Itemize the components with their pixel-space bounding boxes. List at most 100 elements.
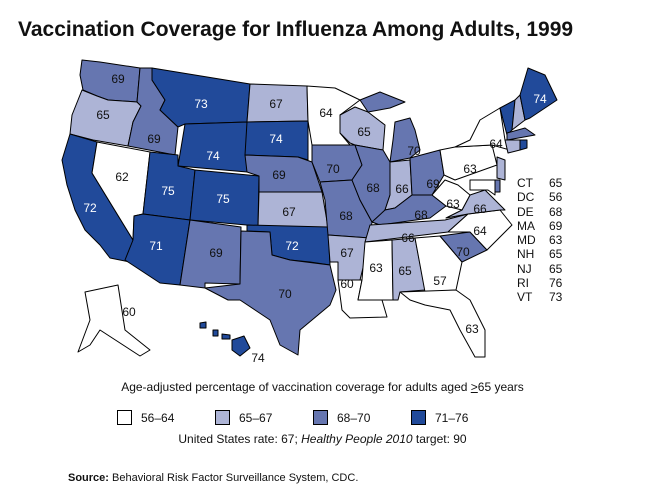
state-de: [494, 179, 501, 193]
small-state-abbr: VT: [517, 290, 533, 305]
legend-title-text: Age-adjusted percentage of vaccination c…: [121, 380, 471, 394]
small-states-table: CT 65 DC 56 DE 68 MA 69 MD 63 NH 65 NJ 65 RI 76 VT 73: [517, 176, 562, 305]
map-title: Vaccination Coverage for Influenza Among…: [18, 18, 574, 41]
state-hi: [231, 335, 251, 357]
small-state-value: 76: [549, 276, 563, 291]
state-label-pa: 63: [463, 162, 477, 176]
small-state-abbr: MD: [517, 233, 536, 248]
small-state-row: VT 73: [517, 290, 562, 304]
state-label-va: 66: [473, 202, 487, 216]
small-state-abbr: DE: [517, 204, 534, 219]
state-label-ks: 67: [282, 205, 296, 219]
state-label-ca: 72: [83, 201, 97, 215]
legend-item: 71–76: [411, 410, 509, 425]
state-label-me: 74: [533, 92, 547, 106]
legend-label: 56–64: [141, 410, 175, 425]
legend-title-ge: >: [470, 380, 478, 394]
state-ga: [414, 235, 463, 293]
state-label-co: 75: [216, 192, 230, 206]
state-nm: [179, 219, 242, 289]
small-state-value: 65: [549, 261, 563, 276]
state-label-nm: 69: [209, 246, 223, 260]
state-label-az: 71: [149, 239, 163, 253]
state-label-ne: 69: [272, 168, 286, 182]
state-label-id: 69: [147, 132, 161, 146]
small-state-row: MD 63: [517, 233, 562, 247]
state-label-sc: 70: [456, 245, 470, 259]
small-state-row: NJ 65: [517, 262, 562, 276]
state-mi: [359, 91, 406, 113]
state-label-nv: 62: [115, 170, 129, 184]
small-state-row: DE 68: [517, 205, 562, 219]
state-label-tn: 66: [401, 231, 415, 245]
state-ct: [504, 139, 521, 154]
state-label-la: 60: [340, 277, 354, 291]
legend-item: 68–70: [313, 410, 411, 425]
state-label-ak: 60: [122, 305, 136, 319]
small-state-abbr: DC: [517, 190, 535, 205]
state-label-in: 66: [395, 182, 409, 196]
state-label-ny: 64: [489, 137, 503, 151]
state-label-sd: 74: [269, 132, 283, 146]
rate-suffix: target: 90: [412, 432, 467, 446]
state-hi: [212, 329, 219, 337]
legend-swatch: [411, 410, 426, 425]
rate-italic: Healthy People 2010: [301, 432, 413, 446]
small-state-row: MA 69: [517, 219, 562, 233]
source-text: Behavioral Risk Factor Surveillance Syst…: [108, 472, 359, 484]
small-state-row: NH 65: [517, 247, 562, 261]
small-state-value: 56: [549, 190, 563, 205]
state-label-mt: 73: [194, 97, 208, 111]
source-label: Source:: [68, 472, 109, 484]
small-state-value: 65: [549, 247, 563, 262]
legend-label: 68–70: [337, 410, 371, 425]
state-label-wv: 63: [446, 197, 460, 211]
state-label-ga: 57: [433, 274, 447, 288]
state-label-nc: 64: [473, 224, 487, 238]
legend-swatch: [215, 410, 230, 425]
small-state-value: 68: [549, 204, 563, 219]
state-hi: [199, 321, 207, 329]
state-me: [519, 67, 558, 121]
state-label-fl: 63: [465, 322, 479, 336]
state-fl: [399, 289, 486, 358]
state-label-hi: 74: [251, 351, 265, 365]
state-ny: [454, 107, 511, 151]
state-label-ok: 72: [285, 239, 299, 253]
legend-swatch: [117, 410, 132, 425]
small-state-value: 73: [549, 290, 563, 305]
small-state-abbr: MA: [517, 218, 535, 233]
state-wv: [431, 179, 471, 211]
small-state-value: 63: [549, 233, 563, 248]
state-label-ms: 63: [369, 261, 383, 275]
legend-title: Age-adjusted percentage of vaccination c…: [0, 380, 645, 394]
small-state-row: DC 56: [517, 190, 562, 204]
legend-label: 65–67: [239, 410, 273, 425]
legend-item: 65–67: [215, 410, 313, 425]
state-wy: [177, 121, 248, 173]
state-label-wy: 74: [206, 149, 220, 163]
small-state-abbr: NH: [517, 247, 535, 262]
state-label-mn: 64: [319, 106, 333, 120]
state-label-ar: 67: [340, 246, 354, 260]
state-label-tx: 70: [278, 287, 292, 301]
small-state-row: CT 65: [517, 176, 562, 190]
state-ma: [506, 127, 536, 141]
us-rate-note: United States rate: 67; Healthy People 2…: [0, 432, 645, 446]
state-nj: [496, 156, 506, 181]
legend: 56–64 65–67 68–70 71–76: [117, 410, 509, 425]
small-state-abbr: NJ: [517, 261, 532, 276]
legend-swatch: [313, 410, 328, 425]
state-label-ia: 70: [326, 162, 340, 176]
state-ak: [77, 284, 151, 357]
small-state-row: RI 76: [517, 276, 562, 290]
small-state-value: 65: [549, 176, 563, 190]
state-tx: [204, 230, 337, 356]
state-label-nd: 67: [269, 97, 283, 111]
state-label-il: 68: [366, 181, 380, 195]
state-label-al: 65: [398, 264, 412, 278]
state-label-or: 65: [96, 108, 110, 122]
legend-title-suffix: 65 years: [477, 380, 524, 394]
legend-label: 71–76: [435, 410, 469, 425]
